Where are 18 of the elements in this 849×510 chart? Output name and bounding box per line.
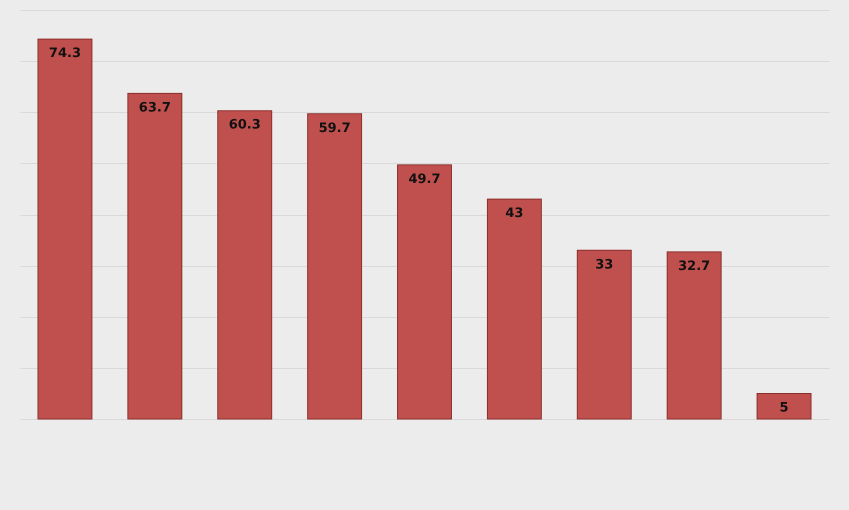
data-label: 49.7 — [408, 172, 441, 187]
bar — [127, 92, 182, 420]
bar — [217, 110, 272, 420]
data-label: 74.3 — [48, 46, 81, 62]
bar — [486, 198, 542, 420]
data-label: 63.7 — [138, 100, 171, 116]
data-label: 43 — [505, 206, 524, 222]
data-label: 33 — [595, 257, 614, 272]
bar — [756, 392, 812, 420]
bar — [576, 250, 632, 420]
bar — [397, 164, 452, 420]
data-label: 59.7 — [318, 120, 351, 136]
data-label: 32.7 — [678, 258, 710, 274]
bar — [666, 251, 722, 420]
data-label: 60.3 — [228, 118, 261, 133]
data-label: 5 — [780, 400, 789, 416]
bar — [37, 38, 92, 420]
bar — [307, 113, 362, 420]
